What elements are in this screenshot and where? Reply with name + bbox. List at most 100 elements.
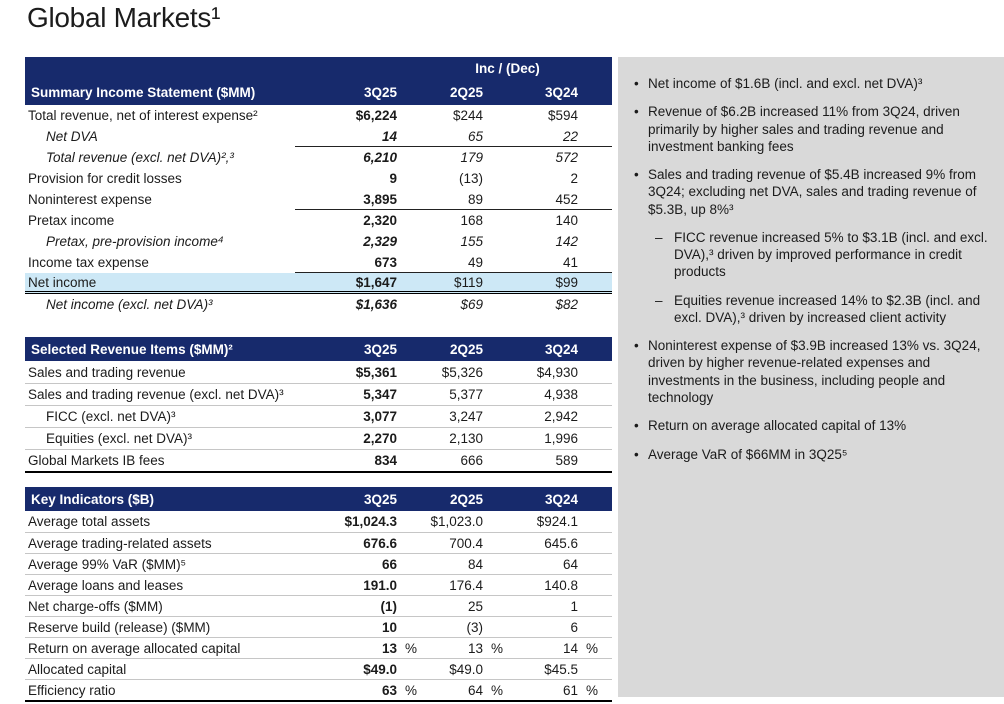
table-row: Pretax, pre-provision income⁴ 2,329 155 142 bbox=[25, 231, 612, 252]
cell-value: $594 bbox=[503, 108, 598, 123]
cell-value: $1,024.3 bbox=[331, 514, 417, 529]
cell-value: 41 bbox=[503, 255, 598, 270]
cell-value: 1,996 bbox=[503, 431, 598, 446]
table-header: Key Indicators ($B) 3Q25 2Q25 3Q24 bbox=[25, 487, 612, 511]
percent-suffix: % bbox=[404, 682, 417, 698]
row-label: Provision for credit losses bbox=[28, 171, 182, 186]
cell-number: 66 bbox=[381, 556, 397, 572]
cell-number: $1,636 bbox=[355, 297, 397, 312]
percent-suffix bbox=[578, 599, 598, 614]
cell-value: 2,270 bbox=[331, 431, 417, 446]
cell-number: 14 bbox=[381, 129, 397, 144]
cell-value: 179 bbox=[417, 150, 503, 165]
percent-suffix bbox=[397, 150, 417, 165]
cell-number: 6 bbox=[570, 619, 578, 635]
cell-number: 63 bbox=[381, 682, 397, 698]
percent-suffix bbox=[578, 365, 598, 380]
cell-value: 452 bbox=[503, 192, 598, 207]
bullet-item: • Sales and trading revenue of $5.4B incr… bbox=[631, 166, 990, 218]
percent-suffix bbox=[578, 85, 598, 100]
percent-suffix bbox=[483, 536, 503, 551]
percent-suffix bbox=[397, 557, 417, 572]
cell-value: 3Q24 bbox=[503, 342, 598, 357]
cell-value: 2,329 bbox=[331, 234, 417, 249]
cell-value: $49.0 bbox=[331, 662, 417, 677]
cell-number: 65 bbox=[467, 129, 483, 144]
cell-number: (13) bbox=[458, 171, 483, 186]
cell-value: 676.6 bbox=[331, 536, 417, 551]
cell-number: 2,270 bbox=[363, 431, 397, 446]
cell-value: 176.4 bbox=[417, 578, 503, 593]
percent-suffix bbox=[578, 234, 598, 249]
cell-number: 3,247 bbox=[449, 409, 483, 424]
percent-suffix bbox=[578, 150, 598, 165]
percent-suffix bbox=[578, 492, 598, 507]
percent-suffix bbox=[397, 662, 417, 677]
percent-suffix bbox=[483, 431, 503, 446]
percent-suffix bbox=[397, 536, 417, 551]
percent-suffix bbox=[578, 342, 598, 357]
cell-value: 3,895 bbox=[331, 192, 417, 207]
cell-number: 14 bbox=[562, 640, 578, 656]
percent-suffix bbox=[578, 171, 598, 186]
percent-suffix bbox=[483, 620, 503, 635]
cell-number: 140 bbox=[555, 213, 578, 228]
cell-number: 3Q25 bbox=[363, 84, 397, 100]
bullet-marker: – bbox=[655, 229, 663, 245]
percent-suffix bbox=[483, 387, 503, 402]
cell-number: 2,130 bbox=[449, 431, 483, 446]
bullet-marker: • bbox=[634, 167, 639, 183]
cell-value: 1 bbox=[503, 599, 598, 614]
table-header: Selected Revenue Items ($MM)² 3Q25 2Q25 3Q2… bbox=[25, 337, 612, 361]
cell-number: $49.0 bbox=[449, 661, 483, 677]
cell-number: 673 bbox=[374, 255, 397, 270]
cell-number: 2,329 bbox=[363, 234, 397, 249]
row-label: Sales and trading revenue bbox=[28, 364, 186, 380]
percent-suffix bbox=[397, 108, 417, 123]
row-label: Pretax, pre-provision income⁴ bbox=[46, 234, 224, 249]
subtotal-rule bbox=[295, 146, 612, 147]
cell-value: $6,224 bbox=[331, 108, 417, 123]
header-row: Key Indicators ($B) 3Q25 2Q25 3Q24 bbox=[25, 487, 612, 511]
percent-suffix bbox=[578, 297, 598, 312]
percent-suffix bbox=[397, 431, 417, 446]
cell-value: $45.5 bbox=[503, 662, 598, 677]
cell-number: 3Q25 bbox=[363, 491, 397, 507]
row-label: Average 99% VaR ($MM)⁵ bbox=[28, 556, 187, 572]
row-label: Total revenue (excl. net DVA)²,³ bbox=[46, 150, 234, 165]
table-row: Total revenue, net of interest expense² $… bbox=[25, 105, 612, 126]
bullet-marker: • bbox=[634, 76, 639, 91]
cell-number: 2,320 bbox=[363, 213, 397, 228]
cell-number: 64 bbox=[562, 556, 578, 572]
cell-value: 63% bbox=[331, 683, 417, 698]
cell-value: 2,130 bbox=[417, 431, 503, 446]
table-row: Sales and trading revenue (excl. net DVA… bbox=[25, 383, 612, 405]
percent-suffix bbox=[397, 275, 417, 290]
bullet-item: • Return on average allocated capital of … bbox=[631, 417, 990, 434]
percent-suffix: % bbox=[490, 640, 503, 656]
table-row: Noninterest expense 3,895 89 452 bbox=[25, 189, 612, 210]
cell-value: 4,938 bbox=[503, 387, 598, 402]
percent-suffix bbox=[578, 620, 598, 635]
percent-suffix bbox=[578, 409, 598, 424]
cell-number: 2Q25 bbox=[449, 84, 483, 100]
cell-value: (1) bbox=[331, 599, 417, 614]
cell-value: 645.6 bbox=[503, 536, 598, 551]
percent-suffix bbox=[483, 662, 503, 677]
cell-value: $1,647 bbox=[331, 275, 417, 290]
cell-value: 2Q25 bbox=[417, 85, 503, 100]
row-label: Net DVA bbox=[46, 129, 98, 144]
cell-number: 2,942 bbox=[544, 409, 578, 424]
cell-value: $244 bbox=[417, 108, 503, 123]
cell-number: 22 bbox=[562, 129, 578, 144]
cell-value: 2,320 bbox=[331, 213, 417, 228]
percent-suffix bbox=[397, 409, 417, 424]
cell-value: 5,377 bbox=[417, 387, 503, 402]
table-row: Average 99% VaR ($MM)⁵ 66 84 64 bbox=[25, 553, 612, 574]
percent-suffix bbox=[578, 536, 598, 551]
row-label: Return on average allocated capital bbox=[28, 640, 241, 656]
cell-value: 572 bbox=[503, 150, 598, 165]
percent-suffix bbox=[483, 108, 503, 123]
subtotal-rule bbox=[295, 272, 612, 273]
cell-number: (3) bbox=[466, 619, 484, 635]
